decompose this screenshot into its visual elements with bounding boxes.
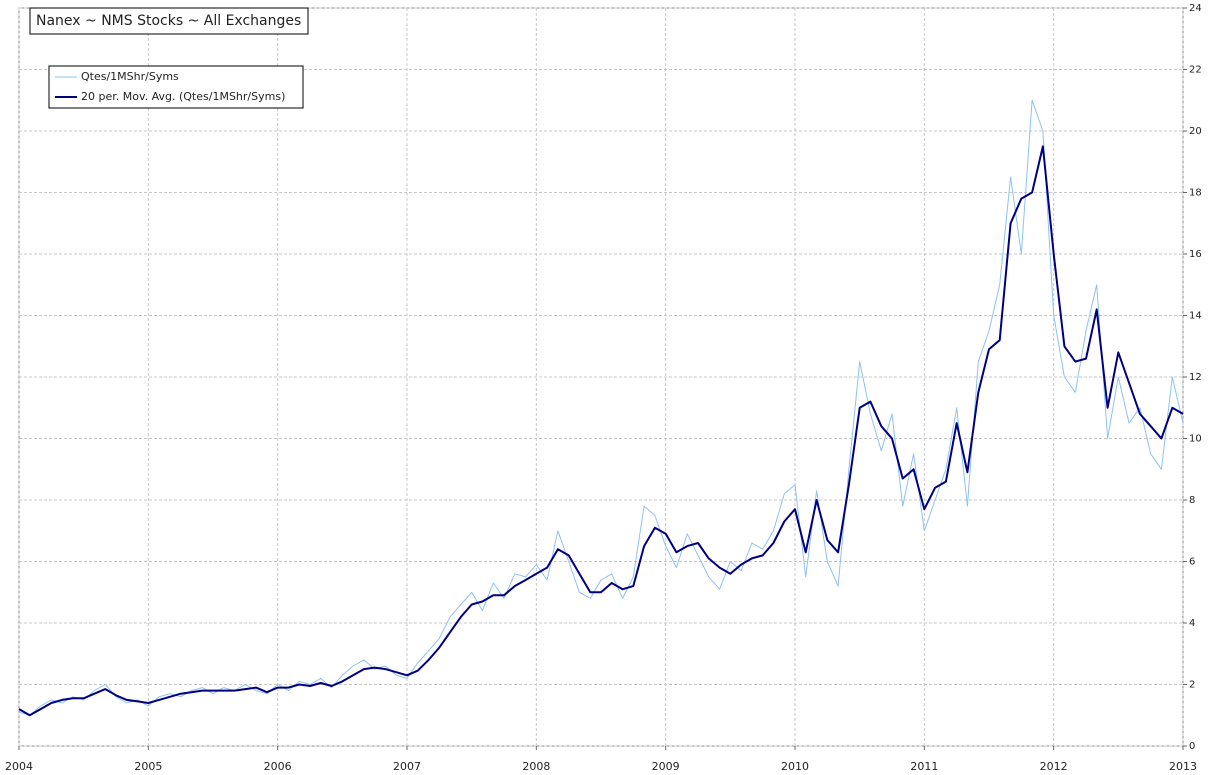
legend: Qtes/1MShr/Syms 20 per. Mov. Avg. (Qtes/1… xyxy=(48,65,304,109)
y-tick-label: 16 xyxy=(1189,249,1202,260)
legend-label: 20 per. Mov. Avg. (Qtes/1MShr/Syms) xyxy=(81,90,285,103)
y-tick-label: 22 xyxy=(1189,65,1202,76)
x-tick-label: 2013 xyxy=(1169,760,1197,773)
y-tick-label: 18 xyxy=(1189,188,1202,199)
series-line xyxy=(18,145,1184,717)
x-tick-label: 2006 xyxy=(264,760,292,773)
title-box xyxy=(29,7,309,35)
y-tick-label: 6 xyxy=(1189,557,1195,568)
x-tick-label: 2012 xyxy=(1040,760,1068,773)
y-tick-label: 10 xyxy=(1189,434,1202,445)
x-tick-label: 2010 xyxy=(781,760,809,773)
legend-label: Qtes/1MShr/Syms xyxy=(81,70,179,83)
y-tick-label: 12 xyxy=(1189,372,1202,383)
chart-title: Nanex ~ NMS Stocks ~ All Exchanges xyxy=(36,13,301,29)
y-tick-label: 4 xyxy=(1189,618,1195,629)
x-tick-label: 2009 xyxy=(652,760,680,773)
y-tick-label: 0 xyxy=(1189,741,1195,752)
y-tick-label: 14 xyxy=(1189,311,1202,322)
x-tick-label: 2008 xyxy=(522,760,550,773)
x-tick-label: 2011 xyxy=(910,760,938,773)
grid xyxy=(18,7,1184,747)
x-tick-label: 2005 xyxy=(134,760,162,773)
x-tick-label: 2004 xyxy=(5,760,33,773)
y-tick-label: 2 xyxy=(1189,680,1195,691)
legend-box xyxy=(48,65,304,109)
y-tick-label: 24 xyxy=(1189,3,1202,14)
x-tick-label: 2007 xyxy=(393,760,421,773)
y-tick-label: 20 xyxy=(1189,126,1202,137)
series-line xyxy=(18,99,1184,716)
lines xyxy=(18,99,1184,717)
y-tick-label: 8 xyxy=(1189,495,1195,506)
